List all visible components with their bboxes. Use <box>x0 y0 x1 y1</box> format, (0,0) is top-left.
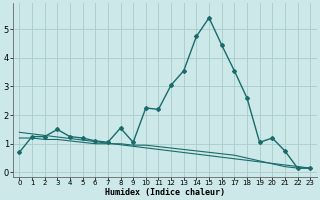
X-axis label: Humidex (Indice chaleur): Humidex (Indice chaleur) <box>105 188 225 197</box>
